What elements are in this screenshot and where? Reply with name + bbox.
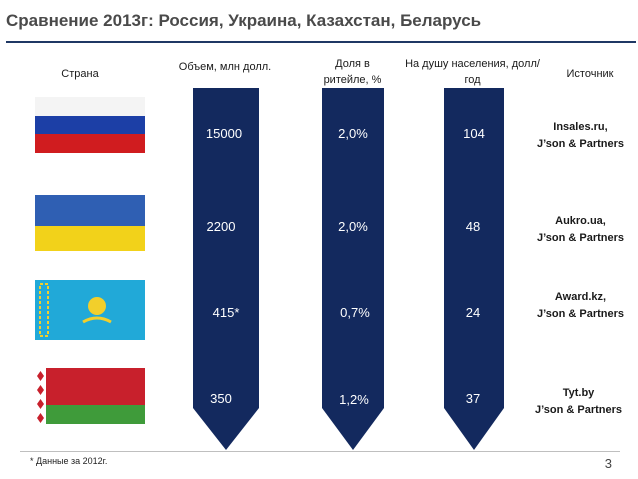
volume-value: 15000 — [205, 126, 243, 141]
share-column-bar — [322, 88, 384, 450]
per-capita-value: 24 — [465, 305, 481, 320]
belarus-flag — [35, 368, 145, 424]
page-number: 3 — [604, 456, 612, 471]
header-source: Источник — [566, 68, 614, 80]
russia-flag — [35, 97, 145, 153]
share-value: 1,2% — [339, 392, 369, 407]
footer-divider — [20, 451, 620, 452]
header-volume: Объем, млн долл. — [178, 61, 272, 73]
source-cell: Insales.ru, J’son & Partners — [523, 119, 638, 153]
slide-title: Сравнение 2013г: Россия, Украина, Казахс… — [6, 11, 482, 30]
share-value: 2,0% — [338, 219, 368, 234]
title-divider — [6, 41, 636, 43]
header-country: Страна — [61, 68, 99, 80]
header-per-capita: На душу населения, долл/год — [405, 58, 540, 86]
source-site: Award.kz, — [554, 291, 607, 303]
source-cell: Award.kz, J’son & Partners — [523, 289, 638, 323]
source-cell: Tyt.by J’son & Partners — [521, 385, 636, 419]
share-value: 0,7% — [340, 305, 370, 320]
source-site: Insales.ru, — [553, 121, 608, 133]
source-agency: J’son & Partners — [534, 404, 622, 416]
source-agency: J’son & Partners — [536, 308, 624, 320]
ukraine-flag — [35, 195, 145, 251]
volume-value: 350 — [210, 391, 232, 406]
share-value: 2,0% — [338, 126, 368, 141]
header-share: Доля в ритейле, % — [323, 58, 382, 86]
source-agency: J’son & Partners — [536, 138, 624, 150]
kazakhstan-flag — [35, 280, 145, 340]
per-capita-value: 104 — [463, 126, 485, 141]
source-agency: J’son & Partners — [536, 232, 624, 244]
per-capita-value: 37 — [465, 391, 481, 406]
volume-value: 2200 — [206, 219, 236, 234]
source-site: Aukro.ua, — [555, 215, 606, 227]
volume-column-bar — [193, 88, 259, 450]
volume-value: 415* — [212, 305, 240, 320]
per-capita-column-bar — [444, 88, 504, 450]
source-site: Tyt.by — [562, 387, 595, 399]
footnote: * Данные за 2012г. — [30, 456, 108, 466]
per-capita-value: 48 — [465, 219, 481, 234]
source-cell: Aukro.ua, J’son & Partners — [523, 213, 638, 247]
